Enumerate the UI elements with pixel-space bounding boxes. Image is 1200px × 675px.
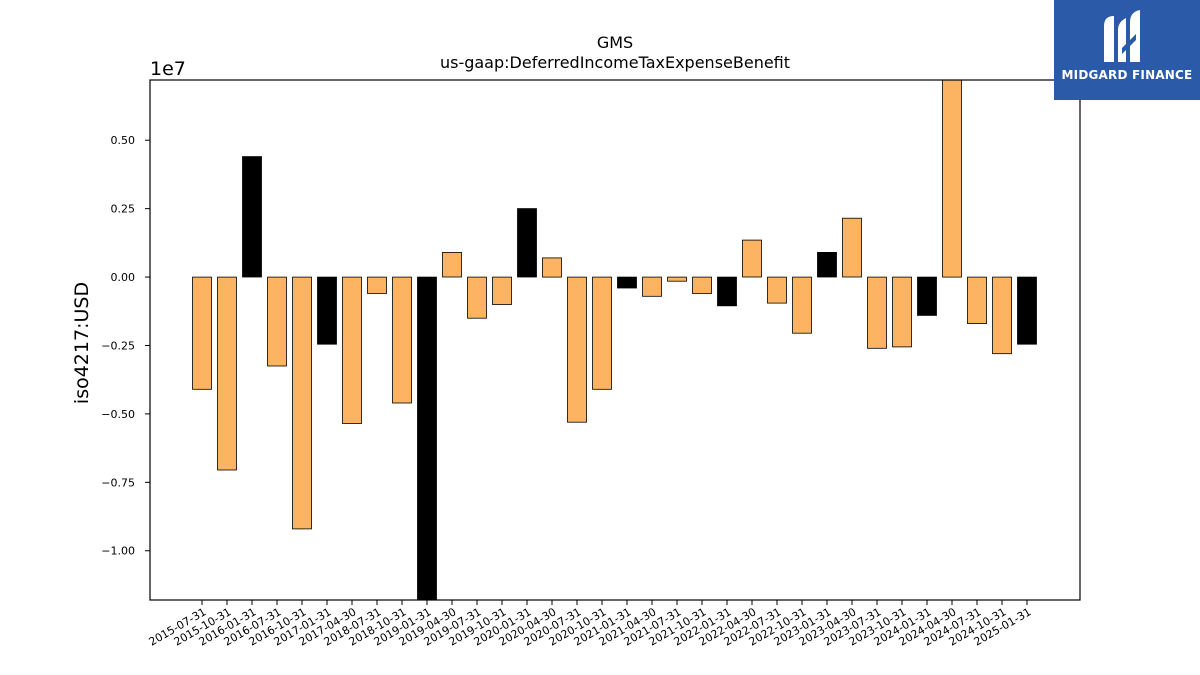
bar-2015-10-31 [217,276,237,471]
bar-2025-01-31 [1017,276,1037,345]
bar-2016-10-31 [292,276,312,530]
bar-2023-01-31 [817,251,837,278]
bar-2019-04-30 [442,251,462,278]
bar-2022-07-31 [767,276,787,304]
bars-group [192,80,1037,600]
bar-2018-07-31 [367,276,387,294]
chart-title: GMS [597,33,633,52]
bar-2021-10-31 [692,276,712,294]
y-tick-label: −0.25 [101,339,135,352]
bar-2020-10-31 [592,276,612,390]
bar-2024-01-31 [917,276,937,316]
brand-logo: MIDGARD FINANCE [1054,0,1200,100]
bar-2019-01-31 [417,276,437,600]
y-tick-label: −0.50 [101,408,135,421]
bar-2020-04-30 [542,257,562,278]
bar-2021-01-31 [617,276,637,289]
chart-subtitle: us-gaap:DeferredIncomeTaxExpenseBenefit [440,53,790,72]
brand-mark-icon [1104,10,1140,62]
bar-2019-07-31 [467,276,487,319]
bar-2020-01-31 [517,208,537,278]
bar-2023-07-31 [867,276,887,349]
bar-2023-04-30 [842,217,862,278]
bar-2016-01-31 [242,156,262,278]
bar-2015-07-31 [192,276,212,390]
bar-2024-10-31 [992,276,1012,355]
bar-2023-10-31 [892,276,912,348]
y-axis-label: iso4217:USD [71,282,93,404]
plot-frame [149,79,1081,601]
y-tick-label: 0.25 [111,203,136,216]
bar-2019-10-31 [492,276,512,305]
plot-area [150,80,1080,600]
bar-2021-04-30 [642,276,662,297]
bar-2024-04-30 [942,80,962,278]
bar-2022-01-31 [717,276,737,307]
bar-2016-07-31 [267,276,287,367]
y-tick-label: 0.00 [111,271,136,284]
y-tick-label: −1.00 [101,545,135,558]
bar-2021-07-31 [667,276,687,282]
bar-2017-01-31 [317,276,337,345]
y-ticks-group: 0.50 0.25 0.00 −0.25 −0.50 −0.75 −1.00 [101,134,150,558]
bar-2022-10-31 [792,276,812,334]
y-tick-label: 0.50 [111,134,136,147]
bar-2024-07-31 [967,276,987,325]
bar-2017-04-30 [342,276,362,424]
brand-logo-text: MIDGARD FINANCE [1061,68,1193,82]
x-ticks-group: 2015-07-312015-10-312016-01-312016-07-31… [147,600,1034,649]
bar-2022-04-30 [742,239,762,278]
y-tick-label: −0.75 [101,476,135,489]
y-scale-label: 1e7 [150,58,186,80]
bar-2018-10-31 [392,276,412,404]
bar-2020-07-31 [567,276,587,423]
